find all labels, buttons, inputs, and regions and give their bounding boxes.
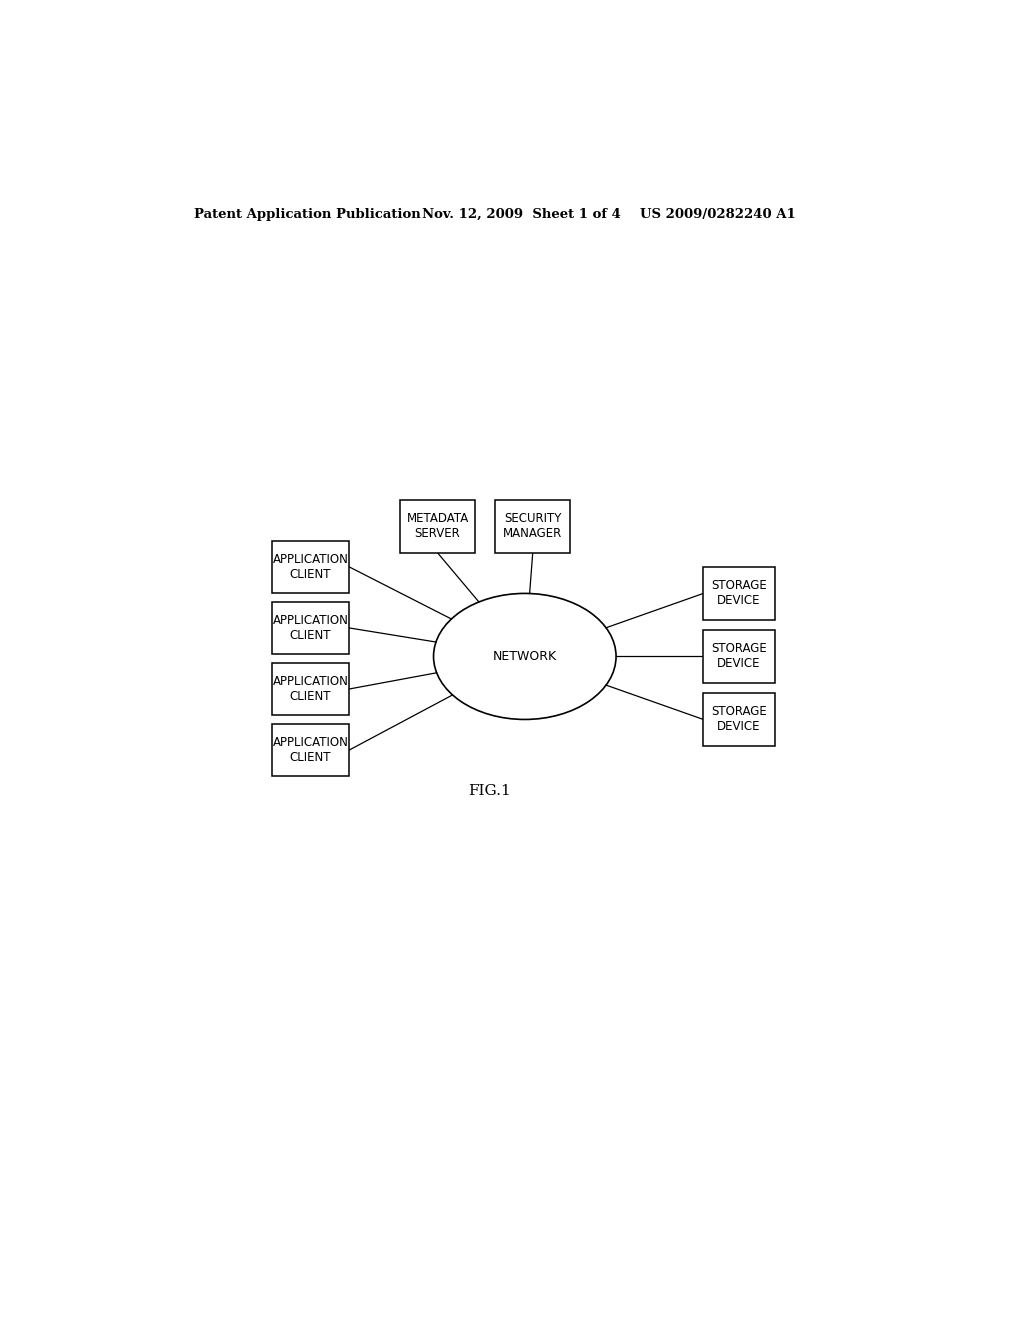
FancyBboxPatch shape — [495, 500, 570, 553]
FancyBboxPatch shape — [271, 723, 349, 776]
Text: Patent Application Publication: Patent Application Publication — [194, 209, 421, 222]
FancyBboxPatch shape — [703, 630, 775, 682]
FancyBboxPatch shape — [271, 663, 349, 715]
Text: METADATA
SERVER: METADATA SERVER — [407, 512, 469, 540]
Text: Nov. 12, 2009  Sheet 1 of 4: Nov. 12, 2009 Sheet 1 of 4 — [422, 209, 621, 222]
Text: APPLICATION
CLIENT: APPLICATION CLIENT — [272, 737, 348, 764]
FancyBboxPatch shape — [703, 568, 775, 620]
Text: SECURITY
MANAGER: SECURITY MANAGER — [503, 512, 562, 540]
Text: STORAGE
DEVICE: STORAGE DEVICE — [712, 643, 767, 671]
FancyBboxPatch shape — [399, 500, 475, 553]
Text: US 2009/0282240 A1: US 2009/0282240 A1 — [640, 209, 796, 222]
FancyBboxPatch shape — [703, 693, 775, 746]
FancyBboxPatch shape — [271, 541, 349, 594]
Text: APPLICATION
CLIENT: APPLICATION CLIENT — [272, 675, 348, 704]
Text: STORAGE
DEVICE: STORAGE DEVICE — [712, 705, 767, 734]
Text: APPLICATION
CLIENT: APPLICATION CLIENT — [272, 553, 348, 581]
FancyBboxPatch shape — [271, 602, 349, 655]
Text: APPLICATION
CLIENT: APPLICATION CLIENT — [272, 614, 348, 642]
Text: FIG.1: FIG.1 — [468, 784, 510, 797]
Text: NETWORK: NETWORK — [493, 649, 557, 663]
Text: STORAGE
DEVICE: STORAGE DEVICE — [712, 579, 767, 607]
